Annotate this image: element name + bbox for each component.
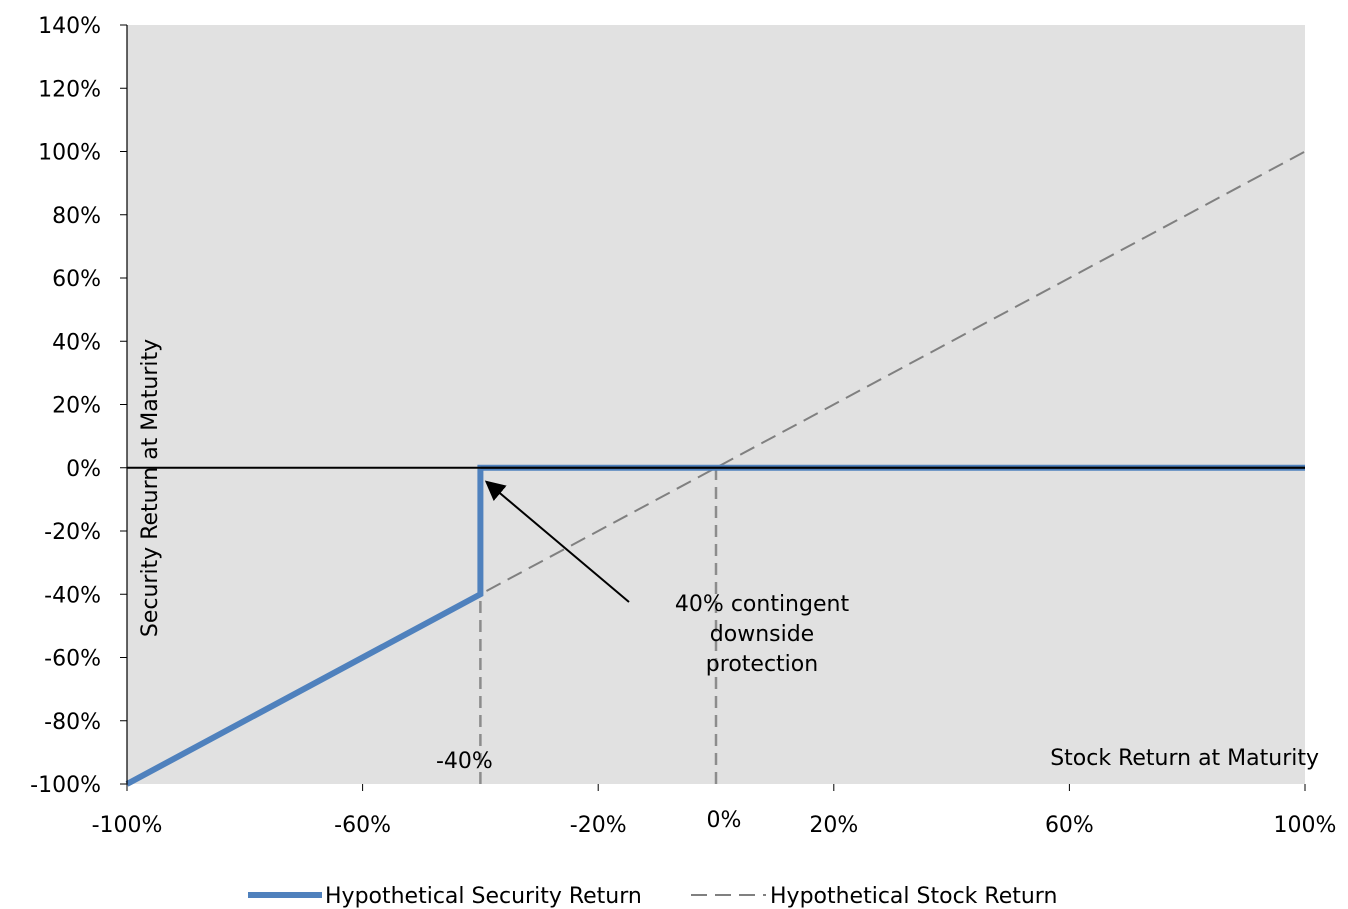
y-axis-title: Security Return at Maturity: [138, 339, 163, 637]
y-tick-label: 40%: [52, 330, 101, 355]
x-tick-label: -100%: [92, 813, 163, 838]
y-tick-label: -40%: [44, 583, 101, 608]
x-tick-label: -60%: [334, 813, 391, 838]
marker-label: 0%: [707, 808, 742, 833]
y-tick-label: 140%: [38, 14, 101, 39]
marker-label: -40%: [436, 749, 493, 774]
x-axis-title: Stock Return at Maturity: [1050, 746, 1319, 771]
y-tick-label: -80%: [44, 710, 101, 735]
y-tick-label: 120%: [38, 77, 101, 102]
y-tick-label: 0%: [66, 457, 101, 482]
x-tick-label: 60%: [1045, 813, 1094, 838]
plot-area: [127, 25, 1305, 784]
y-tick-label: 100%: [38, 141, 101, 166]
y-tick-label: 60%: [52, 267, 101, 292]
y-tick-label: 20%: [52, 394, 101, 419]
y-tick-label: -100%: [30, 773, 101, 798]
legend-label-stock: Hypothetical Stock Return: [770, 884, 1057, 909]
annotation-text: protection: [706, 652, 818, 677]
annotation-arrow: [484, 480, 630, 603]
annotation-text: downside: [710, 622, 814, 647]
x-tick-label: 20%: [809, 813, 858, 838]
y-tick-label: 80%: [52, 204, 101, 229]
annotation-text: 40% contingent: [675, 592, 850, 617]
legend-label-security: Hypothetical Security Return: [325, 884, 642, 909]
y-tick-label: -60%: [44, 647, 101, 672]
x-tick-label: 100%: [1274, 813, 1337, 838]
y-tick-label: -20%: [44, 520, 101, 545]
x-tick-label: -20%: [570, 813, 627, 838]
